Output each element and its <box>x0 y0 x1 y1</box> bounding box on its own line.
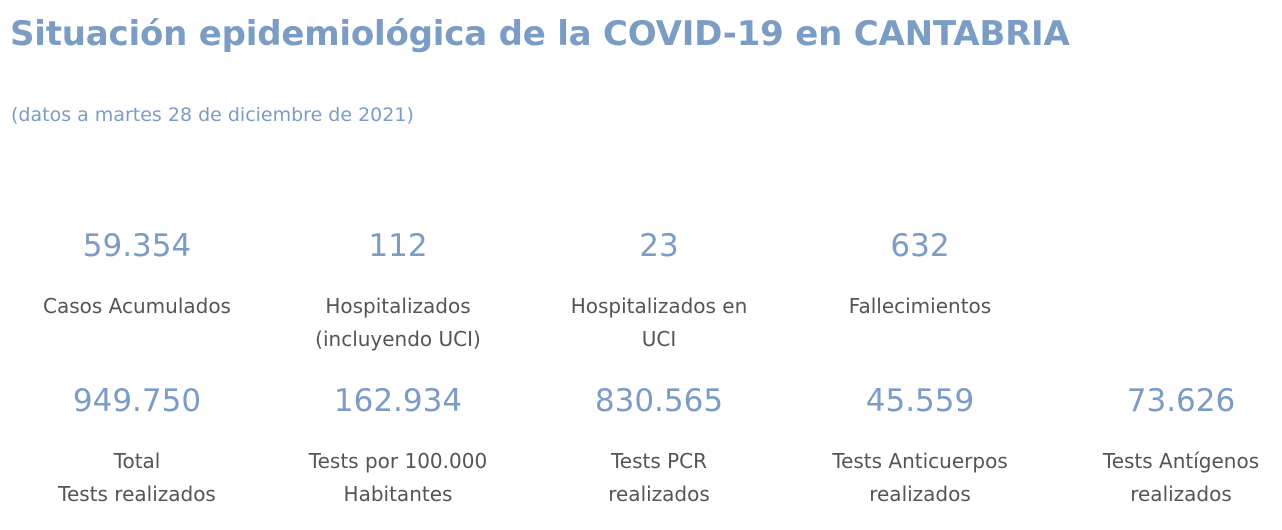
stat-label: Casos Acumulados <box>43 294 231 318</box>
stat-label: Hospitalizados (incluyendo UCI) <box>315 294 481 351</box>
stat-label: Total Tests realizados <box>58 449 216 506</box>
stat-value: 23 <box>639 228 679 264</box>
stat-label: Tests PCR realizados <box>608 449 710 506</box>
page-title: Situación epidemiológica de la COVID-19 … <box>10 14 1070 54</box>
stat-value: 45.559 <box>865 383 975 419</box>
stat-value: 632 <box>890 228 950 264</box>
data-date-subtitle: (datos a martes 28 de diciembre de 2021) <box>11 104 414 126</box>
stat-total-tests: 949.750 Total Tests realizados <box>17 383 257 511</box>
stat-value: 830.565 <box>594 383 724 419</box>
stat-hospitalizados: 112 Hospitalizados (incluyendo UCI) <box>278 228 518 356</box>
stat-tests-antigenos: 73.626 Tests Antígenos realizados <box>1061 383 1282 511</box>
stat-fallecimientos: 632 Fallecimientos <box>800 228 1040 323</box>
stat-value: 949.750 <box>72 383 202 419</box>
stat-value: 112 <box>368 228 428 264</box>
stat-label: Tests por 100.000 Habitantes <box>308 449 488 506</box>
stat-casos-acumulados: 59.354 Casos Acumulados <box>17 228 257 323</box>
stat-hospitalizados-uci: 23 Hospitalizados en UCI <box>539 228 779 356</box>
stat-tests-pcr: 830.565 Tests PCR realizados <box>539 383 779 511</box>
stat-tests-por-100000: 162.934 Tests por 100.000 Habitantes <box>278 383 518 511</box>
stat-label: Tests Antígenos realizados <box>1102 449 1260 506</box>
stat-label: Fallecimientos <box>848 294 992 318</box>
stat-value: 162.934 <box>333 383 463 419</box>
stat-value: 73.626 <box>1126 383 1236 419</box>
stat-tests-anticuerpos: 45.559 Tests Anticuerpos realizados <box>800 383 1040 511</box>
stat-label: Hospitalizados en UCI <box>570 294 748 351</box>
stat-value: 59.354 <box>82 228 192 264</box>
stat-label: Tests Anticuerpos realizados <box>832 449 1008 506</box>
